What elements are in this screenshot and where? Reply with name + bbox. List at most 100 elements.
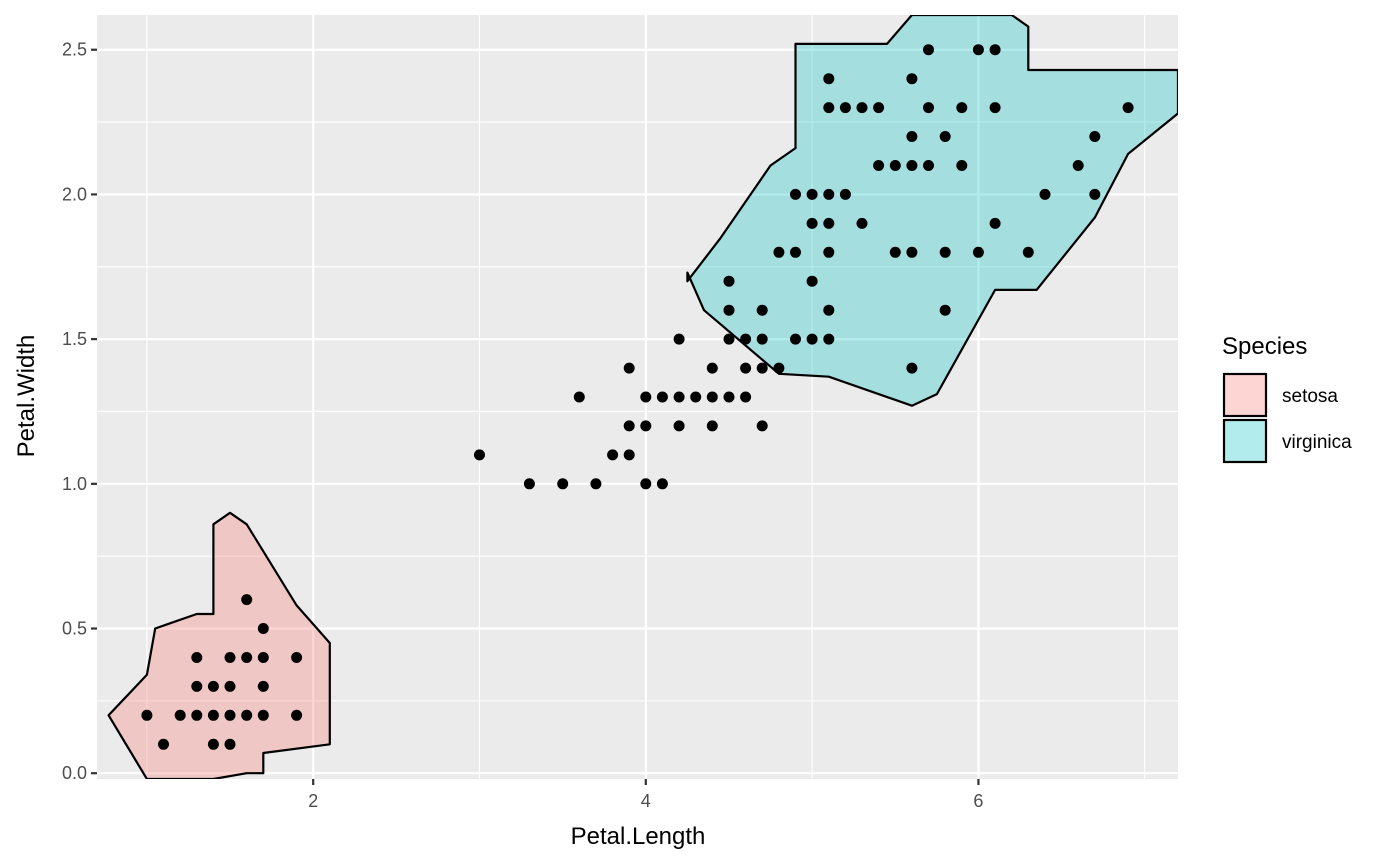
data-point (856, 102, 868, 114)
data-point (1022, 246, 1034, 258)
y-tick-label: 1.0 (62, 474, 87, 494)
x-tick-label: 6 (973, 791, 983, 811)
data-point (523, 478, 535, 490)
data-point (590, 478, 602, 490)
data-point (790, 333, 801, 345)
gridlines (97, 15, 1178, 779)
y-tick-label: 1.5 (62, 329, 87, 349)
data-point (972, 246, 984, 258)
data-point (257, 680, 269, 692)
data-point (972, 44, 984, 56)
axes: 2 4 6 0.0 0.5 1.0 1.5 2.0 2.5 (62, 40, 983, 811)
data-point (806, 333, 818, 345)
data-point (723, 304, 735, 316)
data-point (607, 449, 619, 461)
data-point (690, 391, 702, 403)
y-tick-label: 0.5 (62, 619, 87, 639)
data-point (1039, 188, 1051, 200)
y-axis-title: Petal.Width (13, 335, 40, 458)
data-point (291, 652, 303, 663)
data-point (740, 333, 752, 345)
data-point (191, 709, 203, 721)
data-point (939, 131, 951, 142)
data-point (823, 102, 835, 114)
data-point (806, 275, 818, 287)
x-axis-title: Petal.Length (571, 823, 706, 850)
data-point (790, 246, 801, 258)
data-point (241, 594, 253, 606)
data-point (241, 652, 253, 663)
data-point (1122, 102, 1134, 114)
data-point (706, 420, 718, 432)
data-point (257, 652, 269, 663)
data-point (224, 680, 236, 692)
data-point (623, 420, 635, 432)
data-point (1089, 131, 1101, 142)
data-point (823, 246, 835, 258)
data-point (740, 362, 752, 374)
hulls (107, 15, 1178, 779)
data-point (706, 391, 718, 403)
data-point (224, 709, 236, 721)
data-point (623, 362, 635, 374)
data-point (906, 362, 918, 374)
data-point (823, 217, 835, 229)
x-tick-label: 4 (641, 791, 651, 811)
data-point (923, 102, 934, 114)
data-point (923, 160, 934, 171)
data-point (989, 102, 1001, 114)
data-point (474, 449, 485, 461)
data-point (773, 362, 785, 374)
data-point (640, 478, 652, 490)
data-point (723, 275, 735, 287)
data-point (839, 188, 851, 200)
data-point (291, 709, 303, 721)
data-point (623, 449, 635, 461)
data-point (191, 680, 203, 692)
data-point (158, 738, 169, 750)
data-point (706, 362, 718, 374)
data-point (873, 102, 885, 114)
data-point (923, 44, 934, 56)
data-point (956, 102, 968, 114)
data-point (989, 217, 1001, 229)
data-point (906, 160, 918, 171)
data-point (906, 131, 918, 142)
legend-label-setosa: setosa (1282, 386, 1338, 407)
data-point (989, 44, 1001, 56)
data-point (257, 623, 269, 634)
x-tick-label: 2 (308, 791, 318, 811)
data-point (656, 478, 668, 490)
points (141, 44, 1134, 750)
data-point (873, 160, 885, 171)
y-tick-label: 2.0 (62, 184, 87, 204)
data-point (141, 709, 153, 721)
data-point (773, 246, 785, 258)
hull-virginica (686, 15, 1178, 407)
data-point (640, 420, 652, 432)
data-point (939, 246, 951, 258)
legend-key-virginica (1222, 418, 1268, 464)
data-point (823, 333, 835, 345)
data-point (557, 478, 569, 490)
data-point (1072, 160, 1084, 171)
data-point (790, 188, 801, 200)
data-point (806, 188, 818, 200)
data-point (224, 652, 236, 663)
data-point (756, 333, 768, 345)
data-point (673, 420, 685, 432)
hull-setosa (107, 511, 331, 779)
panel-background (97, 15, 1178, 779)
legend-key-setosa (1222, 372, 1268, 418)
data-point (673, 391, 685, 403)
y-tick-label: 2.5 (62, 40, 87, 60)
data-point (241, 709, 253, 721)
data-point (939, 304, 951, 316)
data-point (906, 246, 918, 258)
data-point (889, 246, 901, 258)
data-point (640, 391, 652, 403)
data-point (806, 217, 818, 229)
data-point (839, 102, 851, 114)
data-point (906, 73, 918, 85)
